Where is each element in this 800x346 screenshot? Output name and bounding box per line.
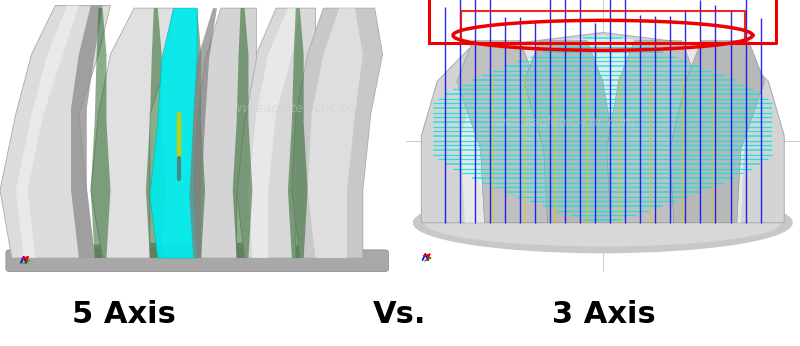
Text: www.eagletec-cnc.com: www.eagletec-cnc.com <box>223 102 368 115</box>
Polygon shape <box>0 6 110 258</box>
Ellipse shape <box>426 200 780 246</box>
Polygon shape <box>237 8 315 258</box>
Polygon shape <box>233 8 253 258</box>
Polygon shape <box>16 6 79 258</box>
Polygon shape <box>288 8 308 258</box>
Ellipse shape <box>10 243 385 270</box>
Text: 5 Axis: 5 Axis <box>72 300 176 329</box>
Polygon shape <box>308 8 363 258</box>
Polygon shape <box>422 33 784 223</box>
Polygon shape <box>457 41 551 223</box>
Text: Vs.: Vs. <box>374 300 426 329</box>
FancyBboxPatch shape <box>6 250 389 272</box>
Polygon shape <box>190 8 217 258</box>
Polygon shape <box>150 8 197 258</box>
Polygon shape <box>292 8 382 258</box>
Polygon shape <box>670 41 765 223</box>
Polygon shape <box>461 35 745 223</box>
Polygon shape <box>90 8 110 258</box>
Text: www.eagletec-cnc.com: www.eagletec-cnc.com <box>491 116 636 129</box>
Text: 3 Axis: 3 Axis <box>552 300 656 329</box>
Polygon shape <box>194 8 256 258</box>
Polygon shape <box>71 6 102 258</box>
Polygon shape <box>249 8 300 258</box>
Polygon shape <box>90 8 174 258</box>
Polygon shape <box>146 8 166 258</box>
Polygon shape <box>190 8 205 258</box>
Polygon shape <box>524 41 614 223</box>
Ellipse shape <box>414 193 792 253</box>
Polygon shape <box>606 41 698 223</box>
